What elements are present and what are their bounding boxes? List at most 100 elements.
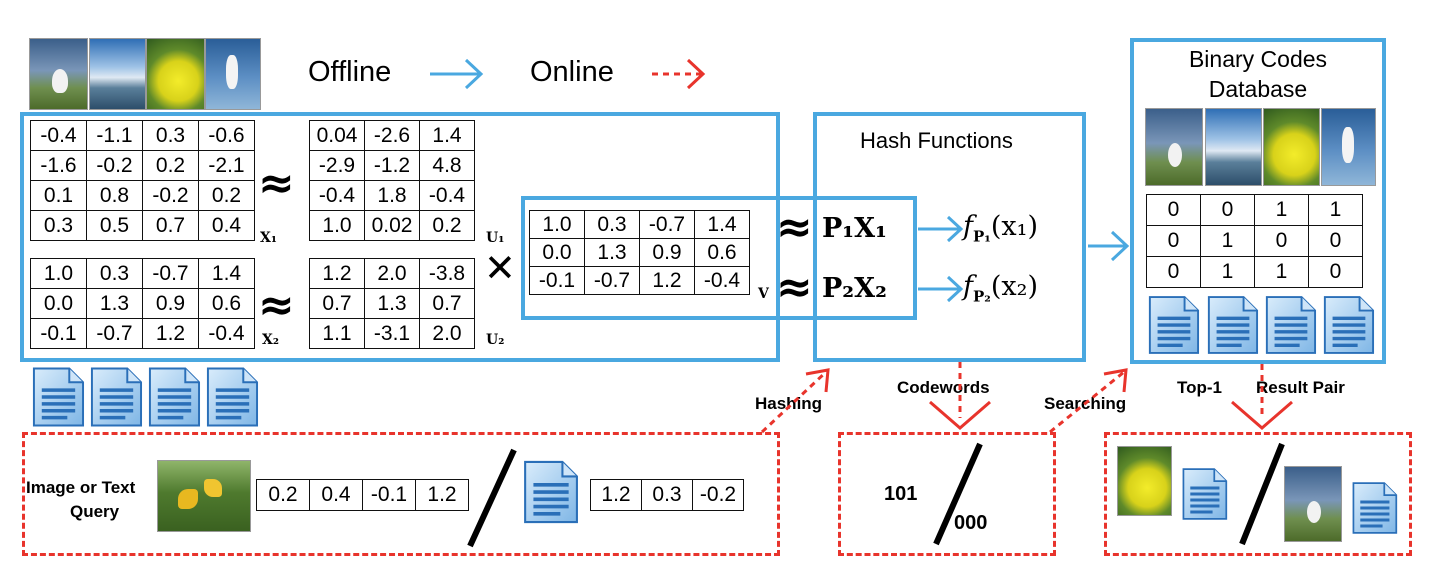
f2-function: fP₂(x₂)	[963, 271, 1038, 305]
online-label: Online	[530, 56, 614, 88]
matrix-row: 0.0 1.3 0.9 0.6	[30, 288, 255, 319]
approx-symbol-1: ≈	[258, 158, 295, 209]
db-document-icon-3	[1263, 294, 1317, 361]
matrix-cell: 0.4	[198, 210, 255, 241]
query-slash-icon	[467, 448, 517, 548]
matrix-row: -0.1 -0.7 1.2 -0.4	[529, 266, 750, 295]
left-document-icon-2	[88, 366, 143, 433]
matrix-cell: 0	[1308, 256, 1363, 288]
matrix-cell: 1.2	[309, 258, 365, 289]
matrix-cell: -0.1	[529, 266, 585, 295]
sky-lake-photo	[89, 38, 146, 110]
matrix-x1: -0.4 -1.1 0.3 -0.6 -1.6 -0.2 0.2 -2.1 0.1 0.8 -0.2…	[30, 120, 255, 241]
matrix-row: 0.04 -2.6 1.4	[309, 120, 475, 151]
matrix-cell: 1.3	[86, 288, 143, 319]
matrix-cell: -0.7	[584, 266, 640, 295]
matrix-row: 0.2 0.4 -0.1 1.2	[256, 479, 469, 511]
result-flower-photo	[1117, 446, 1172, 516]
query-label-line2: Query	[70, 502, 120, 521]
multiply-icon: ✕	[484, 246, 516, 290]
matrix-row: 0.3 0.5 0.7 0.4	[30, 210, 255, 241]
f2-argument: (x₂)	[990, 271, 1038, 302]
matrix-cell: 1	[1254, 256, 1309, 288]
online-arrow-icon	[652, 58, 706, 90]
matrix-row: -0.1 -0.7 1.2 -0.4	[30, 318, 255, 349]
matrix-row: 1.1 -3.1 2.0	[309, 318, 475, 349]
offline-label: Offline	[308, 56, 392, 88]
result-document-icon-1	[1180, 462, 1228, 531]
matrix-row: 0.7 1.3 0.7	[309, 288, 475, 319]
matrix-row: -0.4 1.8 -0.4	[309, 180, 475, 211]
matrix-cell: 1.2	[590, 479, 642, 511]
matrix-cell: 0.7	[142, 210, 199, 241]
matrix-cell: 4.8	[419, 150, 475, 181]
egret-photo	[205, 38, 261, 110]
db-document-icon-1	[1146, 294, 1200, 361]
matrix-cell: 2.0	[419, 318, 475, 349]
shared-latent-box	[521, 196, 917, 320]
matrix-cell: 1.0	[30, 258, 87, 289]
matrix-cell: -0.6	[198, 120, 255, 151]
matrix-cell: 0.6	[198, 288, 255, 319]
matrix-cell: -0.7	[86, 318, 143, 349]
matrix-cell: 0.4	[309, 479, 363, 511]
yellow-lily-photo	[157, 460, 251, 532]
matrix-cell: 0.3	[142, 120, 199, 151]
matrix-row: 0.1 0.8 -0.2 0.2	[30, 180, 255, 211]
v-symbol: V	[758, 286, 769, 302]
matrix-cell: 0.3	[584, 210, 640, 239]
db-yellow-flower-photo	[1263, 108, 1320, 186]
f1-argument: (x₁)	[990, 211, 1038, 242]
f2-subscript: P₂	[973, 287, 991, 306]
approx-symbol-4: ≈	[776, 262, 813, 313]
matrix-cell: -3.1	[364, 318, 420, 349]
left-document-icon-1	[30, 366, 85, 433]
u1-symbol: U₁	[486, 230, 505, 246]
result-pair-label: Result Pair	[1256, 378, 1345, 397]
matrix-cell: -0.4	[30, 120, 87, 151]
x1-symbol: X₁	[260, 230, 277, 246]
f2-symbol: f	[963, 271, 973, 302]
matrix-row: 1.0 0.02 0.2	[309, 210, 475, 241]
matrix-cell: 0.2	[256, 479, 310, 511]
matrix-row: 1.0 0.3 -0.7 1.4	[30, 258, 255, 289]
matrix-cell: 1.4	[419, 120, 475, 151]
matrix-cell: -0.1	[30, 318, 87, 349]
query-box	[22, 432, 780, 556]
hashing-label: Hashing	[755, 394, 823, 413]
matrix-cell: 0.04	[309, 120, 365, 151]
hash-functions-title: Hash Functions	[860, 128, 1013, 153]
left-document-icon-4	[204, 366, 259, 433]
result-document-icon-2	[1350, 476, 1398, 545]
matrix-cell: 0.8	[86, 180, 143, 211]
approx-symbol-3: ≈	[776, 202, 813, 253]
x2-symbol: X₂	[262, 332, 279, 348]
text-query-vector: 1.2 0.3 -0.2	[590, 479, 744, 511]
matrix-cell: 0	[1254, 225, 1309, 257]
matrix-cell: 0.5	[86, 210, 143, 241]
db-document-icon-2	[1205, 294, 1259, 361]
database-title-line2: Database	[1208, 76, 1308, 102]
matrix-cell: -0.2	[692, 479, 744, 511]
matrix-u2: 1.2 2.0 -3.8 0.7 1.3 0.7 1.1 -3.1 2.0	[309, 258, 475, 349]
matrix-cell: 0.02	[364, 210, 420, 241]
matrix-cell: 0	[1146, 225, 1201, 257]
matrix-cell: 1	[1200, 256, 1255, 288]
db-sky-lake-photo	[1205, 108, 1262, 186]
matrix-cell: -0.4	[198, 318, 255, 349]
result-slash-icon	[1239, 442, 1285, 546]
hash-arrow-1-icon	[918, 215, 964, 243]
query-label-line1: Image or Text	[26, 478, 136, 497]
matrix-cell: -0.7	[639, 210, 695, 239]
text-code: 000	[954, 512, 988, 534]
f1-symbol: f	[963, 211, 973, 242]
matrix-cell: 1.3	[364, 288, 420, 319]
to-database-arrow-icon	[1088, 230, 1130, 262]
p2x2-term: P₂X₂	[822, 273, 887, 304]
image-code: 101	[884, 483, 918, 505]
db-document-icon-4	[1321, 294, 1375, 361]
matrix-cell: 0.2	[419, 210, 475, 241]
